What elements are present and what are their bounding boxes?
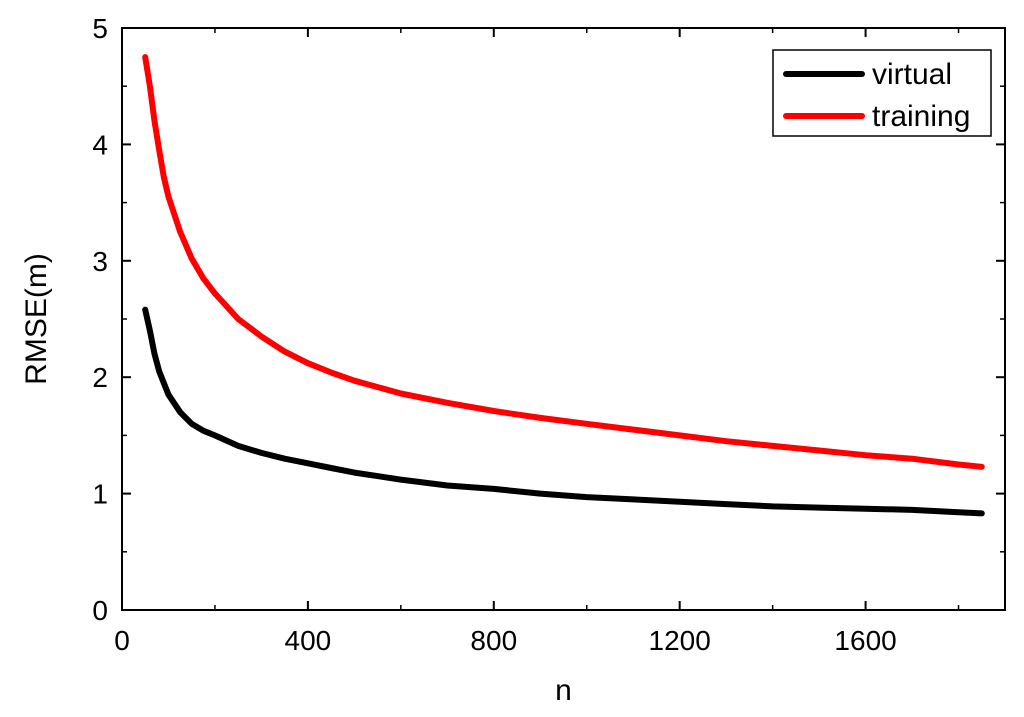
y-tick-label-3: 3 — [92, 246, 108, 277]
x-tick-label-2: 800 — [470, 625, 517, 656]
y-tick-label-5: 5 — [92, 13, 108, 44]
y-tick-label-2: 2 — [92, 362, 108, 393]
legend: virtual training — [772, 49, 992, 137]
series-line-virtual — [142, 306, 985, 517]
series-layer — [142, 54, 985, 517]
ticks-layer: 0 400 800 1200 1600 0 1 2 3 4 5 — [92, 13, 1005, 656]
x-tick-label-0: 0 — [114, 625, 130, 656]
y-tick-label-4: 4 — [92, 129, 108, 160]
y-tick-label-0: 0 — [92, 595, 108, 626]
x-tick-label-4: 1600 — [834, 625, 896, 656]
x-tick-label-1: 400 — [285, 625, 332, 656]
x-axis-label: n — [555, 674, 572, 707]
y-tick-label-1: 1 — [92, 479, 108, 510]
y-axis-label: RMSE(m) — [20, 253, 53, 385]
series-line-training — [142, 54, 985, 470]
legend-label-virtual: virtual — [872, 58, 952, 91]
legend-box — [772, 49, 992, 137]
x-tick-label-3: 1200 — [649, 625, 711, 656]
legend-label-training: training — [872, 100, 970, 133]
